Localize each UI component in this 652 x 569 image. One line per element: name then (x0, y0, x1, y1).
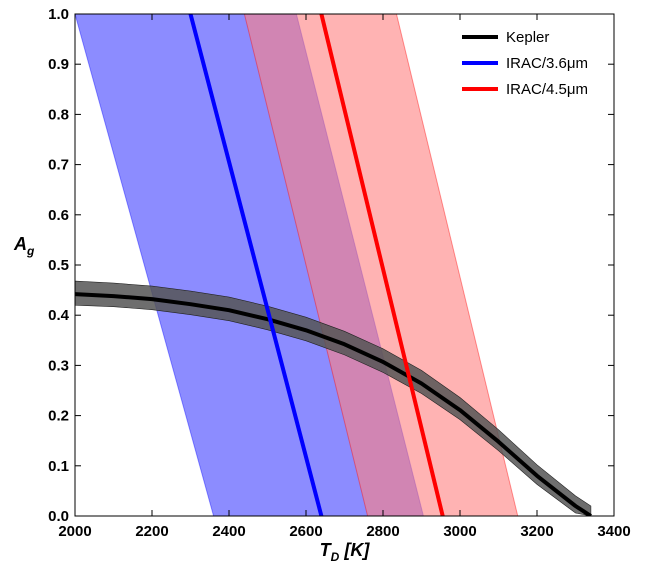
y-tick-label: 0.1 (48, 458, 69, 475)
x-tick-label: 3400 (597, 523, 630, 540)
x-tick-label: 3000 (443, 523, 476, 540)
x-axis-label-unit: [K] (339, 540, 370, 560)
kepler-line (75, 292, 592, 516)
x-axis-label: TD [K] (320, 540, 371, 564)
x-axis-label-subscript: D (331, 550, 340, 564)
y-tick-label: 0.5 (48, 257, 69, 274)
y-tick-label: 0.9 (48, 56, 69, 73)
x-tick-label: 2800 (366, 523, 399, 540)
y-tick-label: 0.6 (48, 207, 69, 224)
y-tick-label: 0.8 (48, 106, 69, 123)
irac-3-6-m-legend-label: IRAC/3.6μm (506, 55, 588, 72)
x-tick-label: 2400 (212, 523, 245, 540)
y-tick-label: 1.0 (48, 6, 69, 23)
axis-ticks: 2000 2200 2400 2600 2800 3000 3200 3400 0.0 0.1 0.… (48, 6, 631, 540)
y-axis-label: Ag (13, 234, 35, 258)
legend: Kepler IRAC/3.6μm IRAC/4.5μm (462, 29, 588, 98)
x-axis-label-main: T (320, 540, 333, 560)
y-tick-label: 0.2 (48, 408, 69, 425)
y-tick-label: 0.4 (48, 307, 70, 324)
x-tick-label: 3200 (520, 523, 553, 540)
irac-3-6-m-band (75, 14, 424, 516)
irac-3-6-m-line (188, 14, 324, 516)
y-axis-label-subscript: g (26, 244, 35, 258)
y-tick-label: 0.7 (48, 157, 69, 174)
x-tick-label: 2600 (289, 523, 322, 540)
y-tick-label: 0.0 (48, 508, 69, 525)
irac-4-5-m-legend-label: IRAC/4.5μm (506, 81, 588, 98)
y-axis-label-main: A (13, 234, 27, 254)
irac-4-5-m-line (319, 14, 445, 516)
y-tick-label: 0.3 (48, 357, 69, 374)
series-lines (75, 14, 592, 516)
kepler-legend-label: Kepler (506, 29, 549, 46)
x-tick-label: 2200 (135, 523, 168, 540)
x-tick-label: 2000 (58, 523, 91, 540)
